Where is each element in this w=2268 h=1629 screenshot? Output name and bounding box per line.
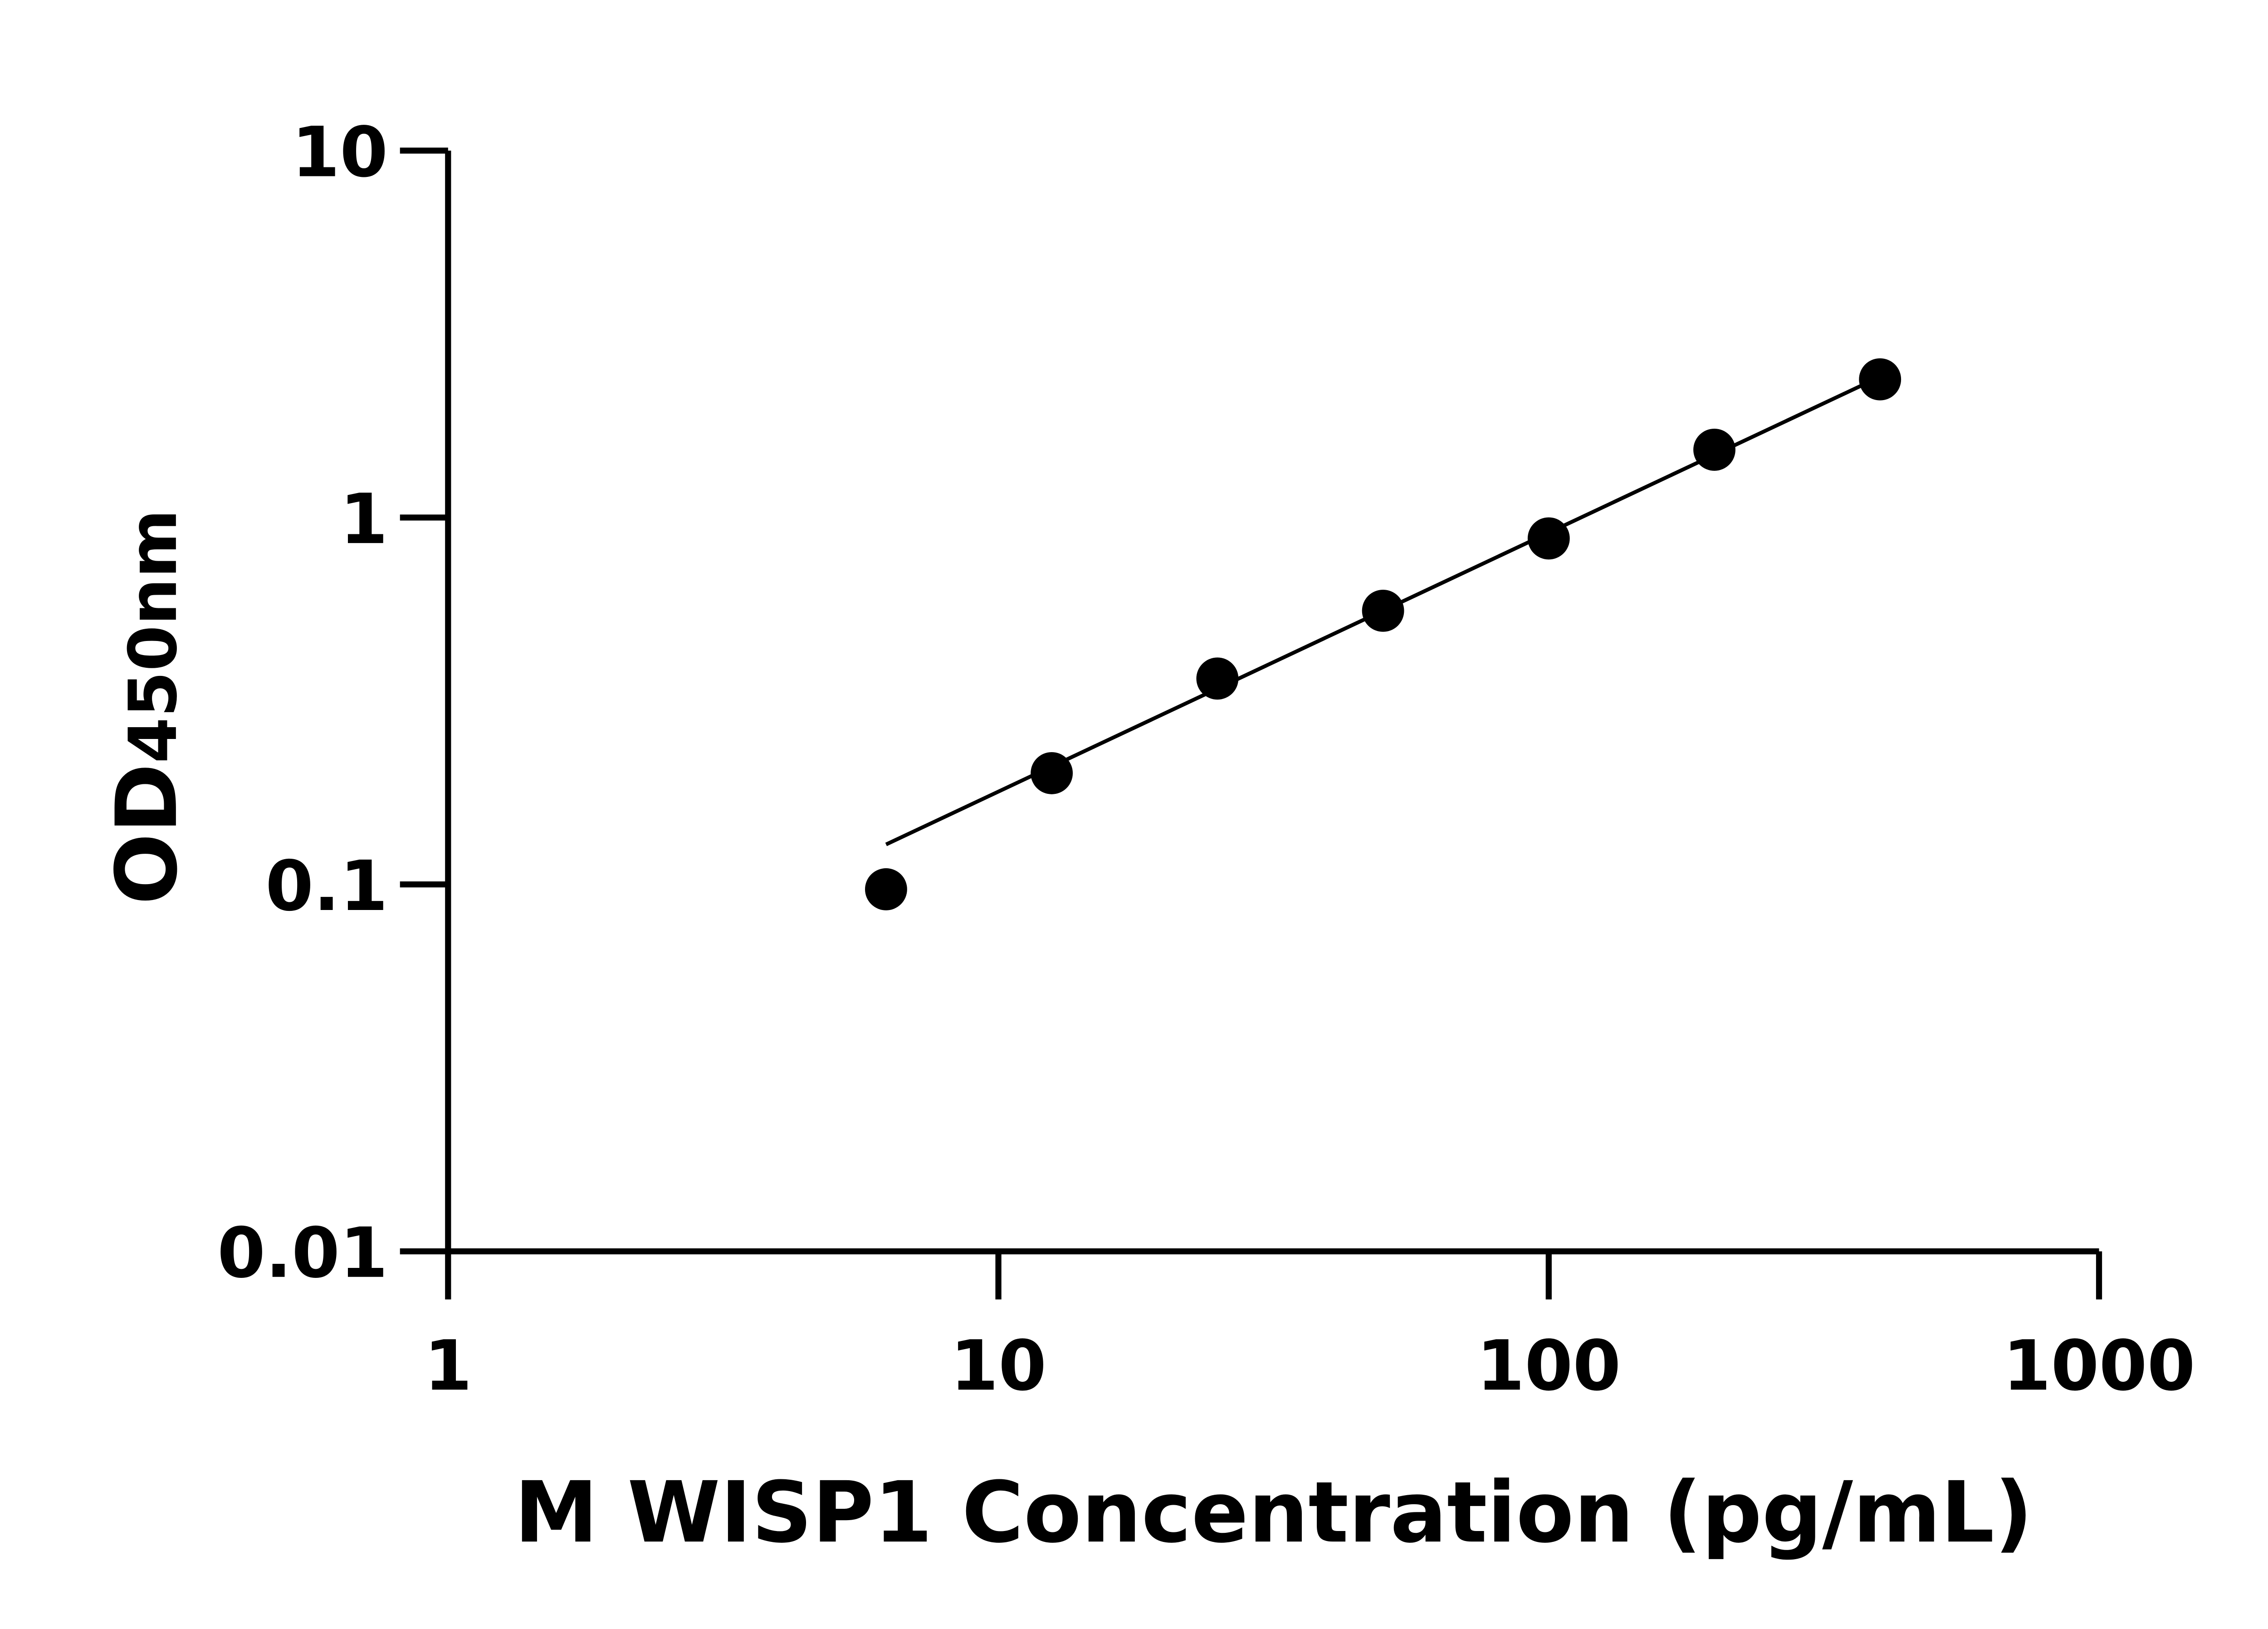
- data-point: [1527, 517, 1570, 560]
- y-tick-label: 0.01: [217, 1213, 388, 1293]
- data-point: [1859, 358, 1901, 401]
- y-axis-label-sub: 450nm: [115, 509, 192, 763]
- y-tick-label: 1: [340, 479, 388, 559]
- svg-text:OD450nm: OD450nm: [98, 509, 196, 905]
- axes: 0.01 0.1 1 10 1 10 100 1000: [217, 112, 2195, 1406]
- x-axis-label: M WISP1 Concentration (pg/mL): [514, 1463, 2033, 1561]
- data-point: [1362, 589, 1404, 632]
- x-tick-label: 100: [1476, 1325, 1621, 1406]
- data-point: [1693, 429, 1735, 471]
- y-axis-label: OD450nm: [98, 509, 196, 905]
- y-tick-label: 10: [292, 112, 388, 192]
- x-tick-label: 10: [950, 1325, 1046, 1406]
- y-tick-label: 0.1: [265, 846, 388, 926]
- data-point: [1196, 657, 1239, 700]
- x-tick-label: 1: [424, 1325, 472, 1406]
- x-tick-label: 1000: [2003, 1325, 2195, 1406]
- data-point: [1031, 752, 1073, 794]
- data-points: [865, 358, 1901, 910]
- y-axis-label-main: OD: [98, 763, 196, 905]
- data-point: [865, 868, 907, 910]
